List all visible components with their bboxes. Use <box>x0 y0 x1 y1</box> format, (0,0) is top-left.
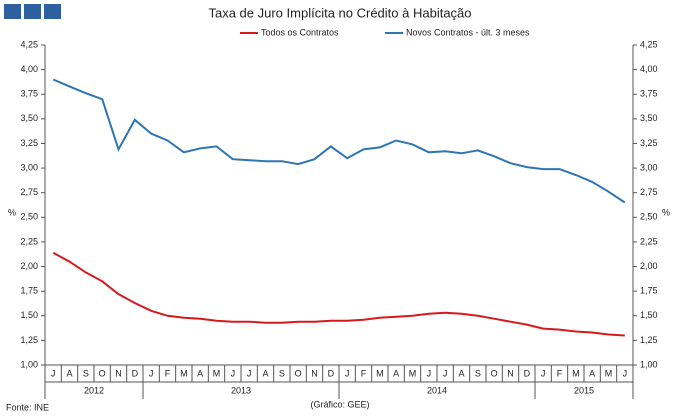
y-axis-label: % <box>662 207 670 217</box>
y-tick-label: 1,25 <box>640 335 658 345</box>
y-tick-label: 1,75 <box>20 286 38 296</box>
y-tick-label: 1,50 <box>640 310 658 320</box>
x-tick-label: J <box>345 368 350 378</box>
x-tick-label: F <box>165 368 171 378</box>
logo-square <box>44 4 61 19</box>
x-tick-label: N <box>311 368 318 378</box>
x-tick-label: J <box>231 368 236 378</box>
x-tick-label: A <box>458 368 464 378</box>
x-tick-label: O <box>491 368 498 378</box>
y-tick-label: 4,00 <box>640 64 658 74</box>
y-tick-label: 2,25 <box>640 236 658 246</box>
x-tick-label: A <box>66 368 72 378</box>
source: Fonte: INE <box>6 402 49 412</box>
x-tick-label: A <box>262 368 268 378</box>
x-tick-label: J <box>427 368 432 378</box>
x-tick-label: M <box>213 368 221 378</box>
logo-square <box>4 4 21 19</box>
x-tick-label: D <box>132 368 139 378</box>
y-tick-label: 1,25 <box>20 335 38 345</box>
y-tick-label: 3,50 <box>640 113 658 123</box>
x-tick-label: F <box>361 368 367 378</box>
x-tick-label: J <box>623 368 628 378</box>
y-axis-label: % <box>8 207 16 217</box>
x-tick-label: M <box>376 368 384 378</box>
legend-label: Todos os Contratos <box>261 27 339 37</box>
x-tick-label: J <box>443 368 448 378</box>
y-tick-label: 2,00 <box>640 261 658 271</box>
legend-label: Novos Contratos - últ. 3 meses <box>406 27 530 37</box>
chart-title: Taxa de Juro Implícita no Crédito à Habi… <box>208 5 471 20</box>
x-tick-label: A <box>589 368 595 378</box>
x-tick-label: A <box>393 368 399 378</box>
x-tick-label: D <box>524 368 531 378</box>
x-tick-label: M <box>180 368 188 378</box>
x-tick-label: J <box>247 368 252 378</box>
year-label: 2012 <box>84 385 104 395</box>
y-tick-label: 2,50 <box>640 212 658 222</box>
x-tick-label: O <box>295 368 302 378</box>
y-tick-label: 2,50 <box>20 212 38 222</box>
x-tick-label: S <box>279 368 285 378</box>
x-tick-label: M <box>409 368 417 378</box>
x-tick-label: S <box>83 368 89 378</box>
x-tick-label: D <box>328 368 335 378</box>
x-tick-label: O <box>99 368 106 378</box>
year-label: 2014 <box>427 385 447 395</box>
y-tick-label: 1,75 <box>640 286 658 296</box>
logo-square <box>24 4 41 19</box>
y-tick-label: 2,25 <box>20 236 38 246</box>
y-tick-label: 3,75 <box>20 89 38 99</box>
y-tick-label: 3,25 <box>640 138 658 148</box>
x-tick-label: A <box>197 368 203 378</box>
y-tick-label: 4,00 <box>20 64 38 74</box>
x-tick-label: N <box>115 368 122 378</box>
year-label: 2015 <box>574 385 594 395</box>
x-tick-label: J <box>541 368 546 378</box>
x-tick-label: J <box>149 368 154 378</box>
series-line <box>52 251 625 337</box>
x-tick-label: M <box>572 368 580 378</box>
y-tick-label: 1,50 <box>20 310 38 320</box>
x-tick-label: N <box>507 368 514 378</box>
y-tick-label: 4,25 <box>20 39 38 49</box>
y-tick-label: 3,00 <box>20 162 38 172</box>
series-line <box>52 78 626 204</box>
y-tick-label: 3,00 <box>640 162 658 172</box>
x-tick-label: M <box>605 368 613 378</box>
y-tick-label: 2,75 <box>20 187 38 197</box>
y-tick-label: 2,75 <box>640 187 658 197</box>
y-tick-label: 4,25 <box>640 39 658 49</box>
year-label: 2013 <box>231 385 251 395</box>
x-tick-label: S <box>475 368 481 378</box>
y-tick-label: 3,50 <box>20 113 38 123</box>
y-tick-label: 1,00 <box>20 359 38 369</box>
y-tick-label: 1,00 <box>640 359 658 369</box>
credit: (Gráfico: GEE) <box>310 399 369 409</box>
y-tick-label: 3,25 <box>20 138 38 148</box>
x-tick-label: F <box>557 368 563 378</box>
y-tick-label: 2,00 <box>20 261 38 271</box>
y-tick-label: 3,75 <box>640 89 658 99</box>
x-tick-label: J <box>51 368 56 378</box>
